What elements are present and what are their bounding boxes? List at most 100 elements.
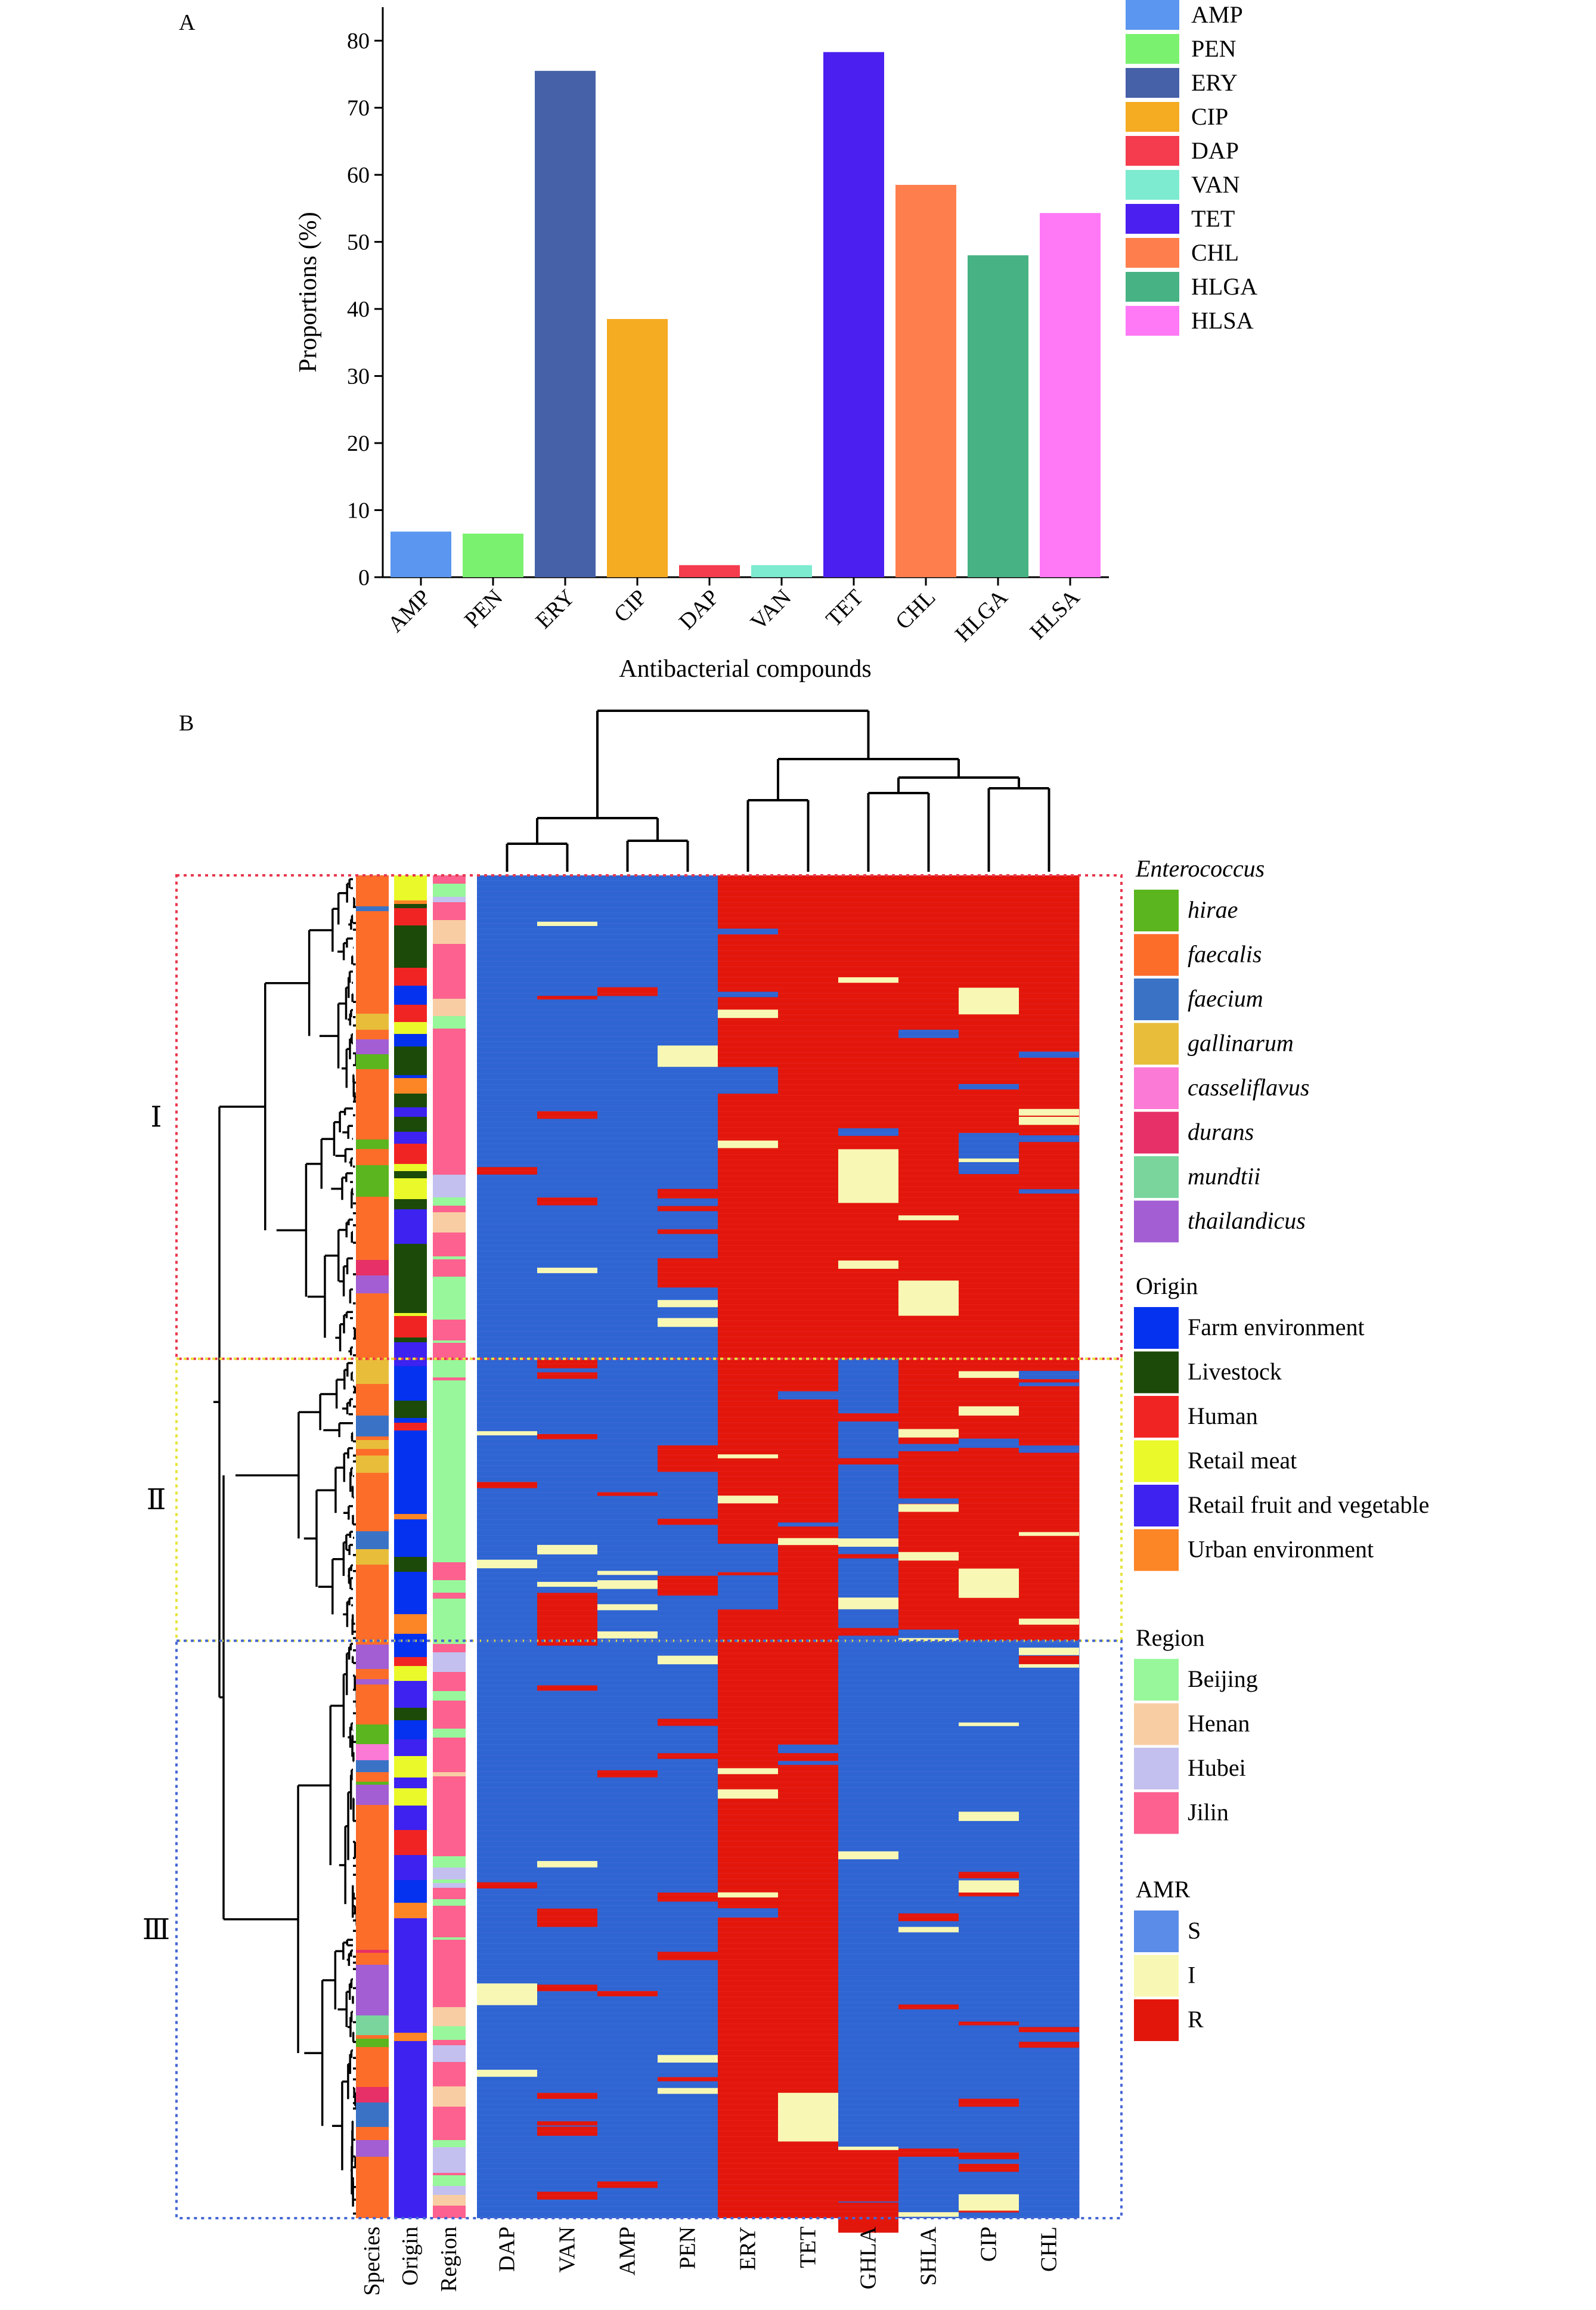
legend-entry-label: Hubei	[1188, 1754, 1246, 1781]
cluster-3-label: Ⅲ	[142, 1914, 170, 1946]
legend-swatch	[1126, 0, 1179, 30]
origin-strip-segment	[394, 1054, 427, 1075]
heatmap-row-variation	[718, 1010, 778, 1018]
heatmap-column-label: VAN	[555, 2227, 580, 2272]
region-strip-segment	[433, 1360, 466, 1364]
origin-strip-segment	[394, 925, 427, 939]
region-strip-segment	[433, 1541, 466, 1562]
heatmap-row-variation	[537, 2121, 597, 2126]
origin-strip-segment	[394, 1503, 427, 1514]
legend-swatch	[1134, 1440, 1179, 1482]
species-strip-segment	[356, 1531, 389, 1549]
origin-strip-segment	[394, 1918, 427, 1927]
region-strip-segment	[433, 1259, 466, 1274]
origin-strip-segment	[394, 2094, 427, 2111]
species-strip-segment	[356, 1235, 389, 1238]
heatmap-row-variation	[718, 1067, 778, 1094]
heatmap-row-variation	[597, 987, 658, 996]
origin-strip-segment	[394, 2033, 427, 2041]
x-tick-label: PEN	[460, 585, 507, 633]
cluster-3-box	[175, 1639, 1123, 2219]
species-strip-segment	[356, 2087, 389, 2102]
origin-strip-segment	[394, 1756, 427, 1778]
region-strip-segment	[433, 1868, 466, 1879]
species-strip-segment	[356, 1039, 389, 1048]
heatmap-column-label: SHLA	[916, 2226, 941, 2286]
x-tick-label: CIP	[609, 585, 652, 628]
bar-van	[751, 565, 812, 577]
region-strip-segment	[433, 2076, 466, 2086]
origin-strip-segment	[394, 950, 427, 968]
origin-strip-segment	[394, 2128, 427, 2145]
origin-strip-segment	[394, 1806, 427, 1816]
origin-strip-segment	[394, 1788, 427, 1806]
region-strip-segment	[433, 1148, 466, 1162]
species-strip-segment	[356, 1679, 389, 1684]
region-strip-segment	[433, 1593, 466, 1599]
annotation-column-label: Origin	[398, 2227, 423, 2286]
panel-b-letter: B	[179, 711, 194, 736]
legend-label: PEN	[1191, 35, 1236, 62]
species-strip-segment	[356, 1927, 389, 1950]
origin-strip-segment	[394, 1046, 427, 1054]
annotation-column-label: Region	[436, 2227, 461, 2292]
legend-swatch	[1134, 890, 1179, 931]
heatmap-row-variation	[658, 1318, 718, 1327]
x-tick-label: HLSA	[1025, 584, 1084, 644]
heatmap-row-variation	[718, 1543, 778, 1572]
origin-strip-segment	[394, 1094, 427, 1107]
heatmap-cell-block	[959, 875, 1019, 1359]
bar-chl	[895, 185, 956, 577]
row-dendrogram	[213, 878, 374, 2215]
species-strip-segment	[356, 1824, 389, 1831]
heatmap-row-variation	[537, 1861, 597, 1868]
bar-amp	[391, 531, 451, 577]
heatmap-cell-block	[597, 1358, 658, 1641]
region-strip-segment	[433, 1937, 466, 1940]
region-strip-segment	[433, 1644, 466, 1652]
heatmap-row-variation	[537, 2092, 597, 2099]
region-strip-segment	[433, 1029, 466, 1053]
legend-swatch	[1126, 68, 1179, 98]
legend-swatch	[1134, 1307, 1179, 1349]
origin-strip-segment	[394, 1337, 427, 1342]
region-strip-segment	[433, 1961, 466, 1980]
heatmap-row-variation	[658, 1892, 718, 1902]
heatmap-row-variation	[838, 1851, 898, 1860]
heatmap-cell-block	[778, 1358, 839, 1641]
heatmap-row-variation	[838, 1260, 898, 1269]
legend-swatch	[1134, 1111, 1179, 1154]
y-tick-label: 40	[347, 297, 370, 322]
species-strip-segment	[356, 1965, 389, 1990]
heatmap-row-variation	[597, 1991, 658, 1996]
origin-strip-segment	[394, 1975, 427, 1979]
origin-strip-segment	[394, 2061, 427, 2065]
heatmap-row-variation	[658, 1518, 718, 1525]
region-strip-segment	[433, 1806, 466, 1813]
species-strip-segment	[356, 1323, 389, 1325]
origin-strip-segment	[394, 1430, 427, 1453]
legend-label: HLGA	[1191, 273, 1257, 300]
species-strip-segment	[356, 1325, 389, 1338]
origin-strip-segment	[394, 1868, 427, 1880]
origin-strip-segment	[394, 1005, 427, 1022]
origin-strip-segment	[394, 1557, 427, 1572]
region-strip-segment	[433, 2140, 466, 2147]
species-strip-segment	[356, 1308, 389, 1323]
heatmap-cell-block	[1019, 1358, 1080, 1641]
region-strip-segment	[433, 2128, 466, 2140]
species-strip-segment	[356, 1890, 389, 1904]
origin-strip-segment	[394, 2190, 427, 2206]
species-strip-segment	[356, 1782, 389, 1785]
species-strip-segment	[356, 2063, 389, 2087]
x-tick-label: DAP	[674, 585, 724, 634]
heatmap-row-variation	[838, 1128, 898, 1136]
heatmap-row-variation	[537, 1197, 597, 1206]
legend-swatch	[1134, 1910, 1179, 1952]
origin-strip-segment	[394, 1171, 427, 1178]
origin-strip-segment	[394, 1342, 427, 1366]
region-strip-segment	[433, 2173, 466, 2175]
heatmap-row-variation	[959, 2163, 1019, 2172]
heatmap-cell-block	[898, 875, 959, 1359]
legend-swatch	[1126, 136, 1179, 166]
